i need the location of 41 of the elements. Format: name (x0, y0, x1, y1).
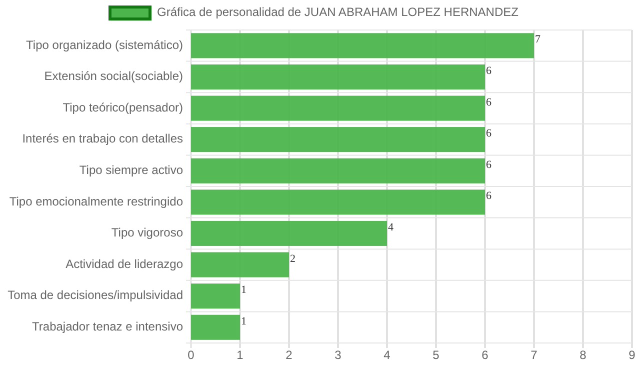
y-tick-label: Interés en trabajo con detalles (22, 132, 183, 146)
x-tick-label: 4 (384, 348, 391, 362)
y-tick-label: Tipo vigoroso (111, 226, 184, 240)
x-tick-label: 3 (334, 348, 342, 362)
data-label: 2 (290, 252, 296, 265)
bar (191, 314, 240, 340)
y-tick-label: Toma de decisiones/impulsividad (8, 288, 183, 302)
y-tick-label: Actividad de liderazgo (66, 256, 184, 271)
bar (191, 96, 485, 121)
y-tick-label: Tipo organizado (sistemático) (26, 38, 183, 52)
data-label: 6 (486, 190, 492, 202)
data-label: 6 (486, 128, 492, 140)
y-tick-label: Trabajador tenaz e intensivo (32, 320, 184, 334)
x-tick-label: 6 (482, 348, 489, 362)
x-tick-label: 9 (628, 348, 636, 362)
bar (191, 33, 534, 58)
x-tick-label: 0 (188, 348, 195, 362)
legend-label: Gráfica de personalidad de JUAN ABRAHAM LOPEZ HERNANDEZ (157, 5, 518, 20)
data-label: 4 (388, 221, 394, 234)
y-tick-label: Tipo teórico(pensador) (62, 100, 184, 114)
x-tick-label: 1 (236, 348, 244, 362)
data-label: 7 (535, 34, 541, 46)
x-tick-label: 7 (530, 348, 538, 362)
y-tick-label: Tipo emocionalmente restringido (9, 194, 184, 208)
bar (191, 127, 485, 152)
data-label: 6 (486, 64, 492, 77)
x-tick-label: 8 (580, 348, 587, 362)
y-tick-label: Extensión social(sociable) (44, 69, 183, 84)
x-tick-label: 5 (432, 348, 440, 362)
bar (191, 220, 387, 246)
x-tick-label: 2 (286, 348, 293, 362)
data-label: 6 (486, 158, 492, 171)
bar (191, 158, 485, 184)
y-tick-label: Tipo siempre activo (79, 163, 184, 178)
data-label: 6 (486, 96, 492, 108)
data-label: 1 (241, 284, 246, 296)
bar (191, 284, 240, 309)
data-label: 1 (241, 315, 246, 328)
bar (191, 252, 289, 278)
bar (191, 190, 485, 215)
bar (191, 64, 485, 90)
